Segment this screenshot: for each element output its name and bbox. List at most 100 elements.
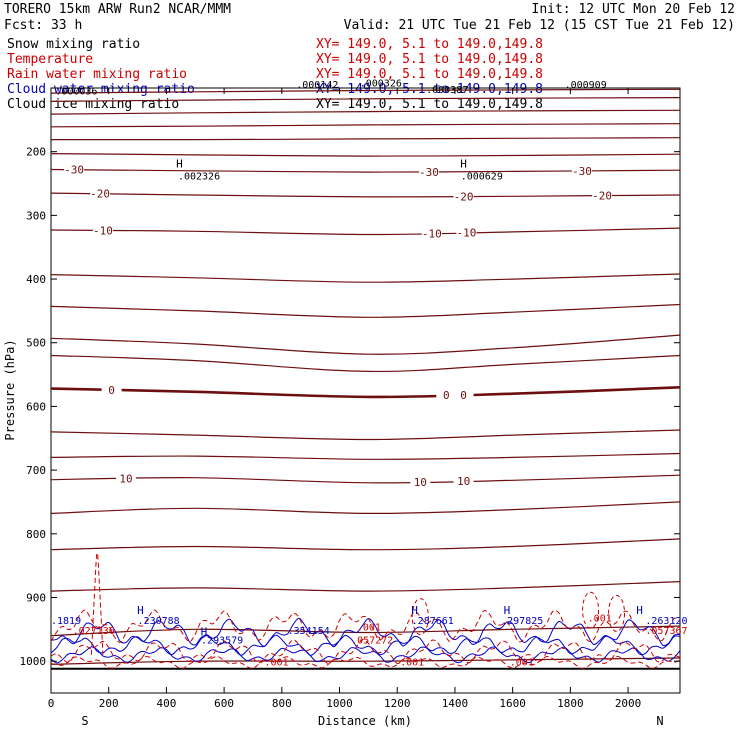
contour-annotation: .057272 — [351, 635, 393, 646]
isotherm-line-10 — [50, 474, 681, 484]
cloud-water-contour — [50, 646, 681, 664]
header-valid: Valid: 21 UTC Tue 21 Feb 12 (15 CST Tue … — [344, 18, 735, 33]
contour-annotation: .027136 — [73, 626, 115, 637]
isotherm-label: -20 — [90, 188, 110, 201]
x-axis-right-end-label: N — [656, 714, 663, 728]
contour-annotation: .297825 — [501, 616, 543, 627]
legend-label: Snow mixing ratio — [7, 37, 140, 52]
isotherm-line — [50, 273, 681, 283]
x-tick-label: 600 — [214, 697, 234, 710]
rain-water-contour — [608, 594, 626, 632]
contour-annotation: .263120 — [645, 616, 687, 627]
rain-water-contour — [90, 552, 104, 655]
y-tick-label: 800 — [26, 528, 46, 541]
isotherm-label-bg — [410, 475, 431, 488]
isotherm-line — [50, 538, 681, 551]
isotherm-label: 0 — [443, 389, 450, 402]
isotherm-label-bg — [453, 475, 474, 488]
rain-water-contour — [582, 591, 600, 629]
x-tick-label: 1600 — [499, 697, 526, 710]
isotherm-label: 0 — [460, 389, 467, 402]
isotherm-line — [50, 97, 681, 102]
contour-annotation: .000387 — [426, 85, 468, 96]
y-tick-label: 900 — [26, 591, 46, 604]
contour-annotation: .001 — [510, 658, 534, 669]
isotherm-label: -10 — [422, 227, 442, 240]
contour-annotation: .000909 — [565, 80, 607, 91]
header-model: TORERO 15km ARW Run2 NCAR/MMM — [4, 2, 231, 17]
y-tick-label: 700 — [26, 464, 46, 477]
high-marker: H — [176, 158, 183, 171]
legend-label: Cloud ice mixing ratio — [7, 97, 179, 112]
high-marker: H — [460, 158, 467, 171]
y-tick-label: 500 — [26, 337, 46, 350]
contour-annotation: .000142 — [296, 80, 338, 91]
x-axis-left-end-label: S — [81, 714, 88, 728]
isotherm-label: -10 — [93, 224, 113, 237]
isotherm-label-bg — [456, 226, 477, 239]
contour-annotation: .001 — [588, 614, 612, 625]
x-tick-label: 1800 — [557, 697, 584, 710]
isotherm-line — [50, 429, 681, 441]
isotherm-label-bg — [101, 383, 122, 396]
isotherm-line — [50, 153, 681, 157]
x-tick-label: 400 — [156, 697, 176, 710]
contour-annotation: .230788 — [138, 616, 180, 627]
x-tick-label: 800 — [272, 697, 292, 710]
isotherm-line--10 — [50, 227, 681, 236]
contour-annotation: .287661 — [412, 616, 454, 627]
isotherm-line-0 — [50, 386, 681, 399]
x-tick-label: 200 — [99, 697, 119, 710]
y-tick-label: 300 — [26, 209, 46, 222]
isotherm-label-bg — [92, 224, 113, 237]
legend-xy: XY= 149.0, 5.1 to 149.0,149.8 — [316, 52, 543, 67]
temperature-isotherms: -30 -30 -30-20 -20 -20-10 -10 -100 0 010 10 10 — [50, 88, 681, 670]
hydrometeor-contours — [50, 552, 681, 669]
high-marker: H — [137, 604, 144, 617]
isotherm-label-bg — [592, 189, 613, 202]
isotherm-line — [50, 501, 681, 515]
isotherm-line--30 — [50, 168, 681, 173]
contour-annotation: .002326 — [178, 172, 220, 183]
isotherm-label: 10 — [414, 476, 427, 489]
isotherm-line — [50, 581, 681, 592]
y-tick-label: 1000 — [20, 655, 47, 668]
contour-annotation: .293579 — [201, 635, 243, 646]
x-tick-label: 1000 — [326, 697, 353, 710]
isotherm-line — [50, 452, 681, 460]
rain-water-contour — [411, 598, 429, 636]
isotherm-label-bg — [418, 165, 439, 178]
isotherm-line — [50, 334, 681, 355]
isotherm-label-bg — [90, 187, 111, 200]
legend-xy: XY= 149.0, 5.1 to 149.0,149.8 — [316, 97, 543, 112]
contour-annotation: .057367 — [645, 626, 687, 637]
isotherm-label: -20 — [454, 190, 474, 203]
isotherm-line — [50, 625, 681, 637]
x-tick-label: 2000 — [615, 697, 642, 710]
contour-annotation: .354154 — [288, 626, 330, 637]
isotherm-line — [50, 123, 681, 128]
isotherm-label: -30 — [419, 166, 439, 179]
isotherm-label-bg — [571, 164, 592, 177]
plot-frame — [50, 87, 681, 694]
contour-annotation: .000326 — [360, 79, 402, 90]
isotherm-label: 10 — [457, 475, 470, 488]
header-fcst: Fcst: 33 h — [4, 18, 82, 33]
isotherm-label: 0 — [108, 384, 115, 397]
contour-annotations: .000036 .000142 .000326 .000387 .000909 .0023… — [51, 79, 688, 669]
isotherm-line — [50, 303, 681, 318]
rain-water-contour — [50, 655, 681, 669]
high-marker: H — [411, 604, 418, 617]
isotherm-line — [50, 109, 681, 115]
x-tick-label: 1400 — [442, 697, 469, 710]
isotherm-label: -20 — [592, 190, 612, 203]
contour-annotation: .1819 — [51, 616, 81, 627]
legend-xy: XY= 149.0, 5.1 to 149.0,149.8 — [316, 67, 543, 82]
isotherm-line — [50, 88, 681, 94]
isotherm-label: -30 — [64, 164, 84, 177]
cloud-water-contour — [50, 634, 681, 656]
legend-label: Temperature — [7, 52, 93, 67]
y-axis-label: Pressure (hPa) — [3, 339, 17, 440]
isotherm-line — [50, 354, 681, 373]
